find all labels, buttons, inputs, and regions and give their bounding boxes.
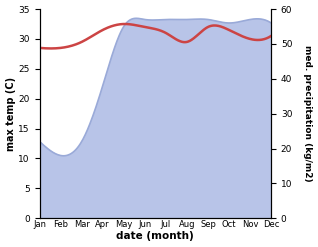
Y-axis label: max temp (C): max temp (C) xyxy=(5,77,16,151)
X-axis label: date (month): date (month) xyxy=(116,231,194,242)
Y-axis label: med. precipitation (kg/m2): med. precipitation (kg/m2) xyxy=(303,45,313,182)
